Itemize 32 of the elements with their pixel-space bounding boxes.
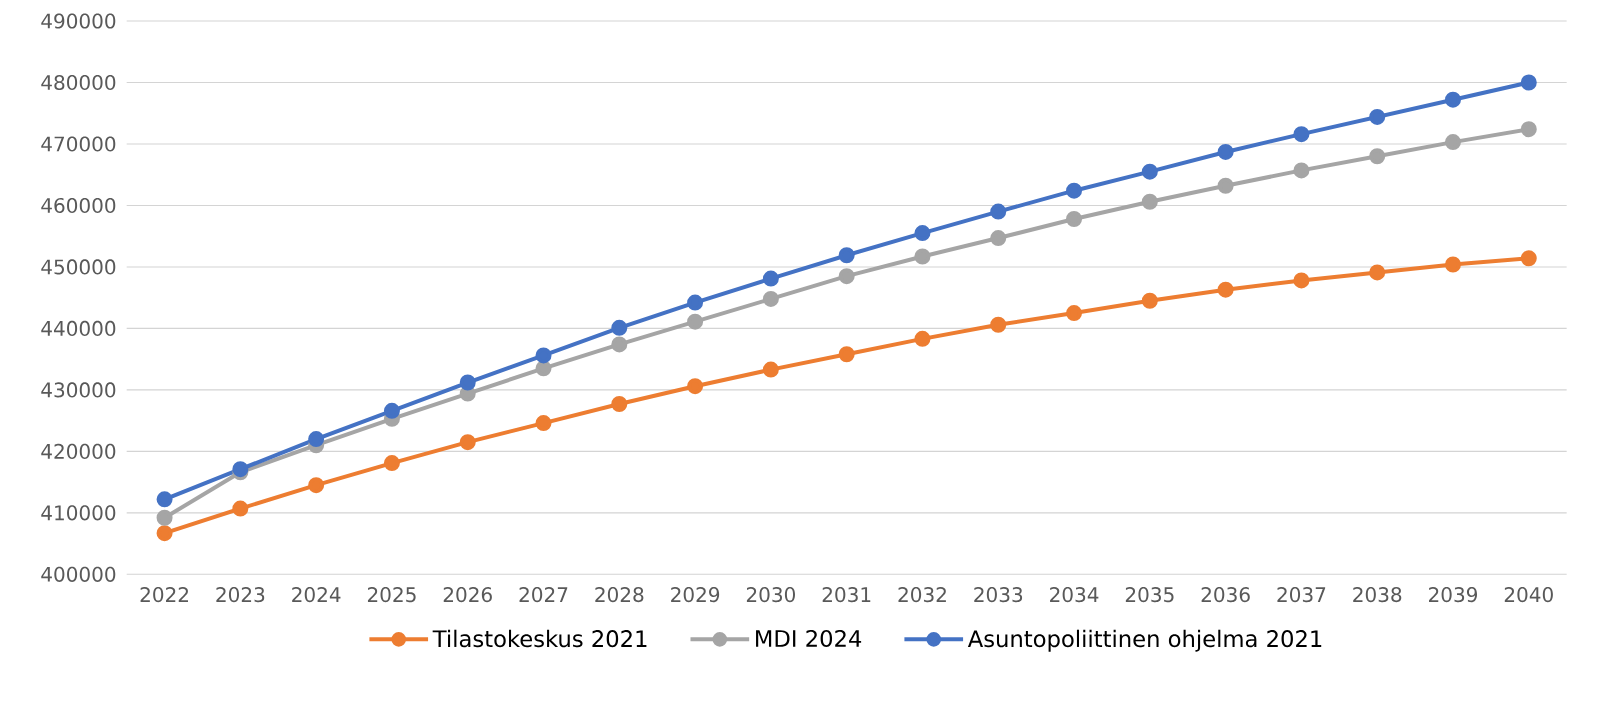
x-tick-label: 2036 xyxy=(1201,587,1250,603)
legend-label: MDI 2024 xyxy=(756,629,862,648)
x-tick-label: 2040 xyxy=(1504,587,1553,603)
y-tick-label: 440000 xyxy=(41,320,116,336)
x-tick-label: 2032 xyxy=(898,587,946,603)
x-tick-label: 2030 xyxy=(746,587,795,603)
x-tick-label: 2025 xyxy=(367,587,416,603)
x-tick-label: 2033 xyxy=(974,587,1023,603)
x-tick-label: 2034 xyxy=(1050,587,1099,603)
y-tick-label: 490000 xyxy=(41,13,116,29)
y-tick-label: 470000 xyxy=(41,136,116,152)
y-tick-label: 430000 xyxy=(41,382,116,398)
x-tick-label: 2035 xyxy=(1125,587,1174,603)
x-tick-label: 2037 xyxy=(1277,587,1326,603)
y-tick-label: 460000 xyxy=(41,197,116,214)
x-tick-label: 2038 xyxy=(1353,587,1402,603)
x-tick-label: 2026 xyxy=(443,587,492,603)
x-tick-label: 2029 xyxy=(671,587,720,603)
x-tick-label: 2024 xyxy=(292,587,341,603)
legend-label: Tilastokeskus 2021 xyxy=(432,629,647,648)
y-tick-label: 410000 xyxy=(41,505,116,521)
x-tick-label: 2039 xyxy=(1429,587,1478,603)
x-tick-label: 2027 xyxy=(519,587,568,603)
x-tick-label: 2022 xyxy=(140,587,189,603)
y-tick-label: 480000 xyxy=(41,74,116,91)
x-tick-label: 2028 xyxy=(595,587,644,603)
y-tick-label: 420000 xyxy=(41,443,116,459)
x-tick-label: 2023 xyxy=(216,587,265,603)
y-tick-label: 400000 xyxy=(41,566,116,582)
x-tick-label: 2031 xyxy=(822,587,871,603)
y-tick-label: 450000 xyxy=(41,259,116,275)
legend-label: Asuntopoliittinen ohjelma 2021 xyxy=(967,629,1322,652)
